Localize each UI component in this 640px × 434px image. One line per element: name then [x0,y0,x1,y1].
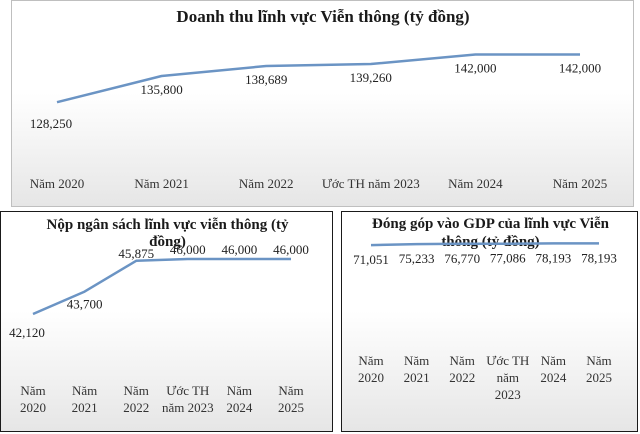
chart-title-line: thông (tỷ đồng) [441,234,539,250]
data-label: 76,770 [444,251,480,266]
chart-title-line: Nộp ngân sách lĩnh vực viễn thông (tỷ [47,217,289,233]
chart-title: Doanh thu lĩnh vực Viễn thông (tỷ đồng) [176,7,469,26]
data-label: 78,193 [536,250,572,265]
data-label: 138,689 [245,72,287,87]
gdp-chart: Đóng góp vào GDP của lĩnh vực Viễn thông … [353,216,617,402]
x-tick-label: Ước TH năm 2023 [486,353,529,402]
x-tick-label: Năm 2022 [449,353,475,385]
budget-chart-panel: Nộp ngân sách lĩnh vực viễn thông (tỷ đồn… [0,211,333,432]
x-tick-label: Năm 2024 [448,176,503,191]
chart-title-line: Đóng góp vào GDP của lĩnh vực Viễn [372,216,610,232]
x-tick-label: Năm 2020 [30,176,85,191]
x-tick-label: Năm 2025 [278,383,304,415]
series-line [370,242,599,247]
x-tick-label: Năm 2021 [72,383,98,415]
x-tick-label: Năm 2021 [404,353,430,385]
x-tick-label: Ước TH năm 2023 [322,176,420,191]
chart-title-line: đồng) [149,234,186,250]
data-label: 135,800 [140,82,182,97]
x-tick-label: Năm 2021 [134,176,189,191]
x-tick-label: Năm 2020 [358,353,384,385]
data-label: 142,000 [454,60,496,75]
x-tick-label: Năm 2024 [540,353,567,385]
data-label: 75,233 [399,251,435,266]
x-tick-label: Năm 2025 [586,353,612,385]
x-tick-label: Năm 2022 [239,176,294,191]
revenue-chart-panel: Doanh thu lĩnh vực Viễn thông (tỷ đồng) … [11,0,634,207]
data-label: 78,193 [581,250,617,265]
data-label: 46,000 [170,242,206,257]
data-label: 128,250 [30,116,72,131]
x-tick-label: Năm 2022 [123,383,149,415]
series-line [32,257,291,316]
budget-chart: Nộp ngân sách lĩnh vực viễn thông (tỷđồn… [9,217,309,415]
x-tick-label: Năm 2020 [20,383,46,415]
revenue-chart: Doanh thu lĩnh vực Viễn thông (tỷ đồng) … [30,7,608,191]
x-tick-label: Ước TH năm 2023 [162,383,214,415]
data-label: 139,260 [350,70,392,85]
x-tick-label: Năm 2024 [226,383,253,415]
data-label: 42,120 [9,325,45,340]
data-label: 142,000 [559,60,601,75]
data-label: 71,051 [353,252,389,267]
series-line [56,53,580,104]
data-label: 45,875 [118,246,154,261]
data-label: 46,000 [273,242,309,257]
gdp-chart-panel: Đóng góp vào GDP của lĩnh vực Viễn thông … [341,211,638,432]
x-tick-label: Năm 2025 [553,176,608,191]
data-label: 77,086 [490,251,526,266]
data-label: 43,700 [67,297,103,312]
data-label: 46,000 [222,242,258,257]
